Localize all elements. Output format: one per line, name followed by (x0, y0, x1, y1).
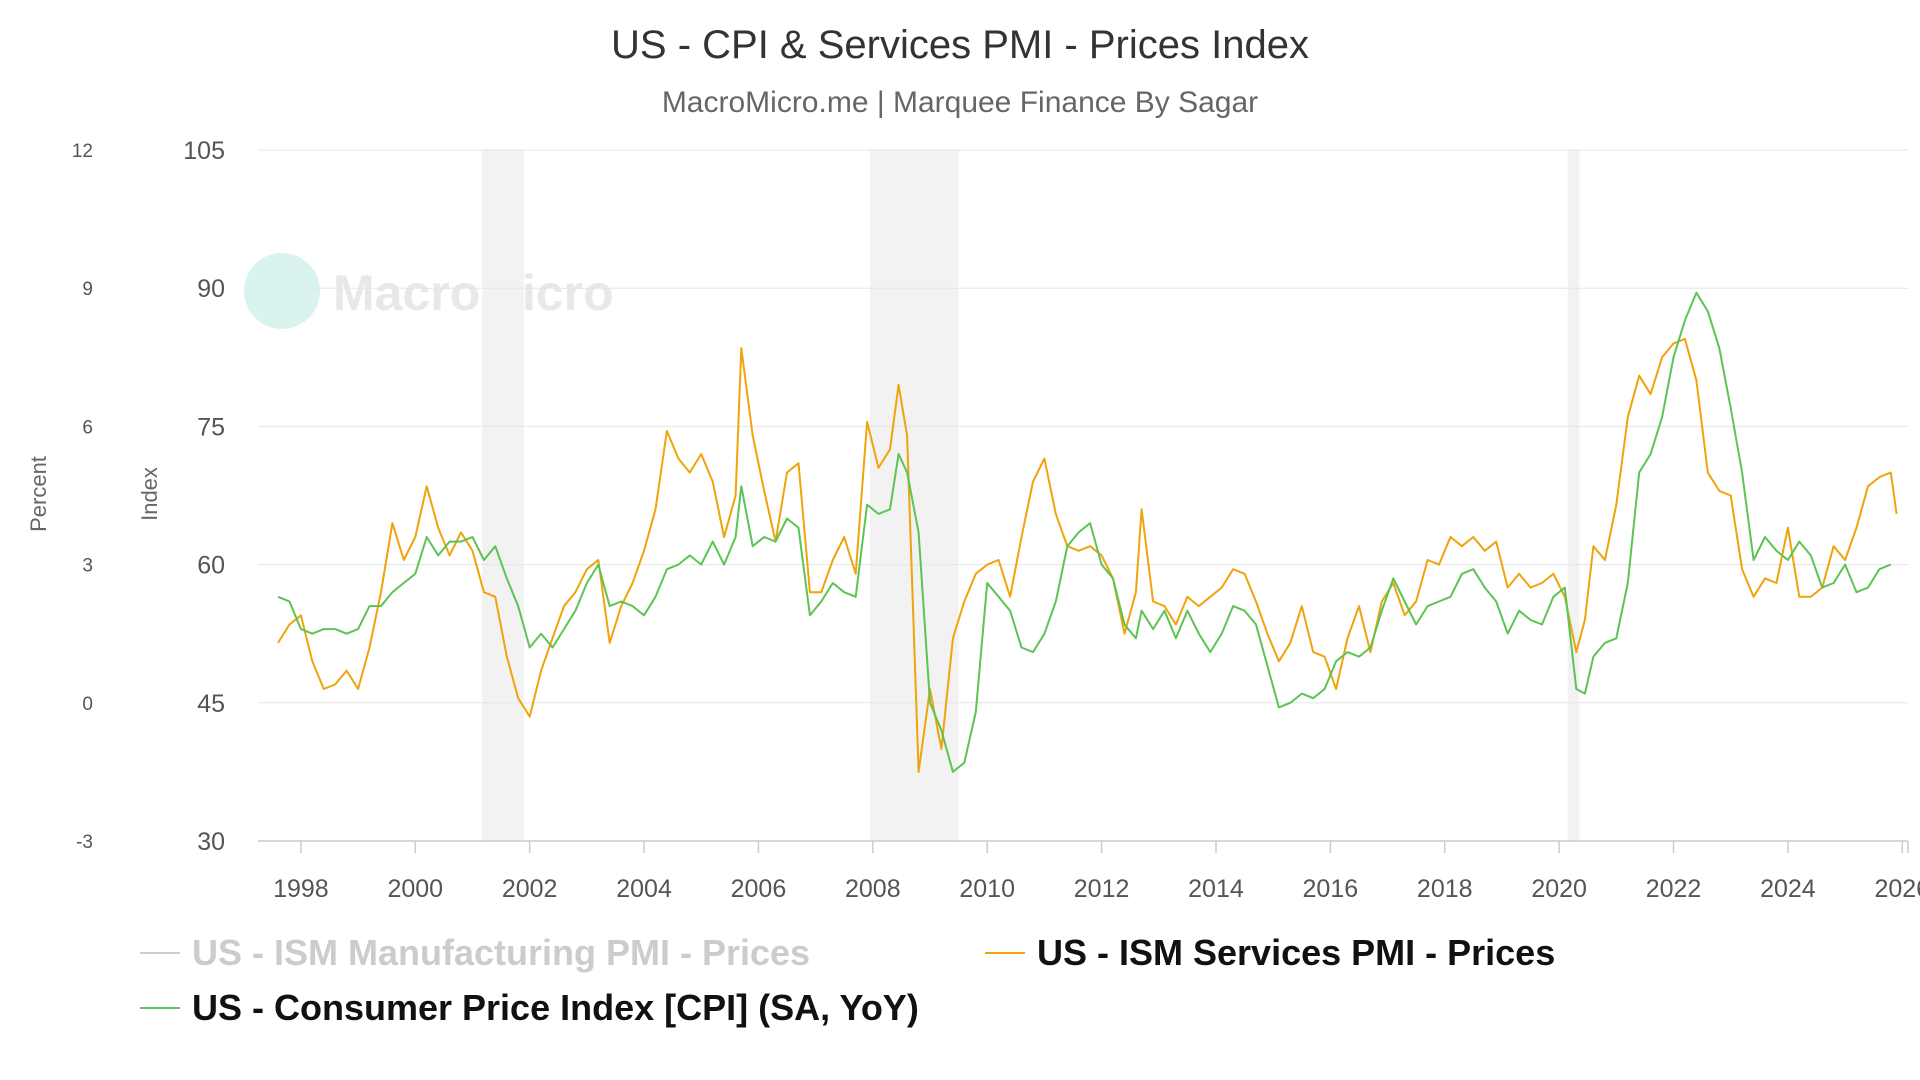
left-axis-ticks: 12 9 6 3 0 -3 (72, 141, 93, 853)
watermark: MacroMicro (244, 253, 614, 329)
left-tick-label: 0 (82, 694, 93, 715)
left-tick-label: 6 (82, 417, 93, 438)
left-tick-label: 12 (72, 141, 93, 162)
x-tick-label: 2012 (1074, 875, 1130, 903)
x-tick-label: 2008 (845, 875, 901, 903)
left-tick-label: -3 (76, 832, 93, 853)
series-line (277, 337, 1898, 773)
recession-band (1567, 150, 1580, 841)
chart-title: US - CPI & Services PMI - Prices Index (611, 23, 1309, 67)
x-tick-label: 2022 (1646, 875, 1702, 903)
x-tick-label: 2018 (1417, 875, 1473, 903)
x-tick-label: 2014 (1188, 875, 1244, 903)
right-tick-label: 60 (197, 552, 225, 580)
recession-band (869, 150, 959, 841)
legend-label: US - Consumer Price Index [CPI] (SA, YoY… (192, 987, 919, 1028)
x-tick-label: 2000 (387, 875, 443, 903)
x-axis: 1998 2000 2002 2004 2006 2008 2010 2012 2014 2016… (258, 840, 1920, 903)
left-tick-label: 9 (82, 279, 93, 300)
right-tick-label: 75 (197, 413, 225, 441)
legend-label: US - ISM Services PMI - Prices (1037, 932, 1555, 973)
right-tick-label: 30 (197, 828, 225, 856)
chart-subtitle: MacroMicro.me | Marquee Finance By Sagar (662, 86, 1258, 119)
right-tick-label: 90 (197, 275, 225, 303)
recession-band (482, 150, 524, 841)
x-tick-label: 1998 (273, 875, 329, 903)
x-tick-label: 2006 (731, 875, 787, 903)
right-axis-ticks: 105 90 75 60 45 30 (183, 137, 225, 856)
left-axis-title: Percent (26, 456, 51, 532)
x-tick-label: 2010 (959, 875, 1015, 903)
series-line (277, 291, 1892, 773)
recession-bands (482, 150, 1580, 841)
x-tick-label: 2002 (502, 875, 558, 903)
watermark-logo-icon (244, 253, 320, 329)
watermark-text: MacroMicro (333, 265, 614, 321)
right-tick-label: 45 (197, 690, 225, 718)
x-tick-label: 2024 (1760, 875, 1816, 903)
right-tick-label: 105 (183, 137, 225, 165)
left-tick-label: 3 (82, 556, 93, 577)
right-axis-title: Index (137, 467, 162, 521)
x-tick-label: 2026 (1874, 875, 1920, 903)
legend: US - ISM Manufacturing PMI - Prices US - … (140, 932, 1555, 1028)
x-tick-label: 2016 (1303, 875, 1359, 903)
x-tick-label: 2004 (616, 875, 672, 903)
legend-label: US - ISM Manufacturing PMI - Prices (192, 932, 810, 973)
x-tick-label: 2020 (1531, 875, 1587, 903)
series-lines (277, 291, 1898, 773)
